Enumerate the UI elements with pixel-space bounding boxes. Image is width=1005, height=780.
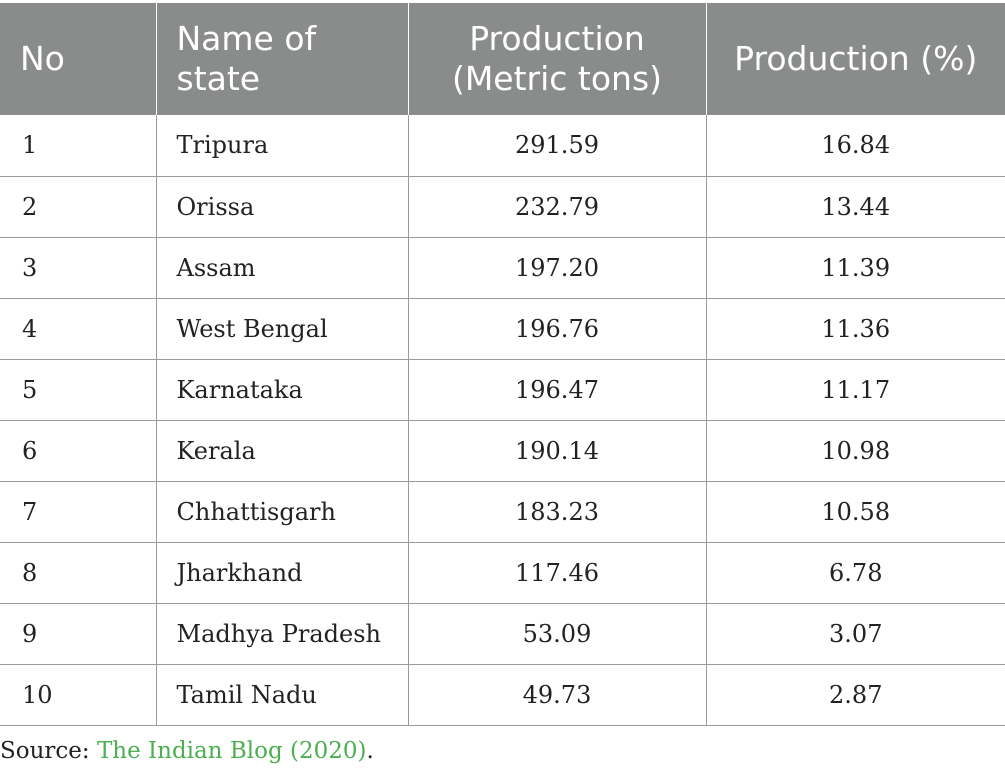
source-suffix: . xyxy=(366,738,374,764)
table-row: 2 Orissa 232.79 13.44 xyxy=(0,176,1005,238)
row-state: Tripura xyxy=(156,115,409,177)
column-header-production-mt: Production (Metric tons) xyxy=(408,3,707,115)
row-production-pct: 10.58 xyxy=(706,481,1005,543)
table-row: 6 Kerala 190.14 10.98 xyxy=(0,420,1005,482)
table-row: 10 Tamil Nadu 49.73 2.87 xyxy=(0,664,1005,726)
row-production-mt: 183.23 xyxy=(408,481,707,543)
row-no: 6 xyxy=(0,420,157,482)
table-header-row: No Name of state Production (Metric tons… xyxy=(0,3,1005,115)
row-production-pct: 2.87 xyxy=(706,664,1005,726)
row-production-pct: 16.84 xyxy=(706,115,1005,177)
row-state: Jharkhand xyxy=(156,542,409,604)
row-state: West Bengal xyxy=(156,298,409,360)
row-state: Karnataka xyxy=(156,359,409,421)
row-production-mt: 49.73 xyxy=(408,664,707,726)
source-note: Source: The Indian Blog (2020). xyxy=(0,738,374,764)
table-row: 7 Chhattisgarh 183.23 10.58 xyxy=(0,481,1005,543)
row-no: 5 xyxy=(0,359,157,421)
table-row: 4 West Bengal 196.76 11.36 xyxy=(0,298,1005,360)
row-no: 8 xyxy=(0,542,157,604)
row-state: Tamil Nadu xyxy=(156,664,409,726)
table-row: 5 Karnataka 196.47 11.17 xyxy=(0,359,1005,421)
row-state: Chhattisgarh xyxy=(156,481,409,543)
row-no: 4 xyxy=(0,298,157,360)
source-link[interactable]: The Indian Blog (2020) xyxy=(96,738,367,764)
row-production-mt: 197.20 xyxy=(408,237,707,299)
row-production-pct: 6.78 xyxy=(706,542,1005,604)
state-production-table: No Name of state Production (Metric tons… xyxy=(0,3,1005,726)
row-production-pct: 13.44 xyxy=(706,176,1005,238)
row-no: 7 xyxy=(0,481,157,543)
row-production-mt: 291.59 xyxy=(408,115,707,177)
row-production-mt: 196.47 xyxy=(408,359,707,421)
row-state: Orissa xyxy=(156,176,409,238)
row-production-mt: 53.09 xyxy=(408,603,707,665)
row-production-mt: 190.14 xyxy=(408,420,707,482)
column-header-production-pct: Production (%) xyxy=(706,3,1005,115)
row-production-mt: 196.76 xyxy=(408,298,707,360)
table-row: 9 Madhya Pradesh 53.09 3.07 xyxy=(0,603,1005,665)
row-state: Madhya Pradesh xyxy=(156,603,409,665)
data-table-container: No Name of state Production (Metric tons… xyxy=(0,3,1005,726)
row-state: Assam xyxy=(156,237,409,299)
table-row: 8 Jharkhand 117.46 6.78 xyxy=(0,542,1005,604)
row-no: 9 xyxy=(0,603,157,665)
row-production-pct: 11.17 xyxy=(706,359,1005,421)
row-production-pct: 11.39 xyxy=(706,237,1005,299)
row-production-pct: 10.98 xyxy=(706,420,1005,482)
row-production-mt: 232.79 xyxy=(408,176,707,238)
column-header-state: Name of state xyxy=(156,3,409,115)
column-header-no: No xyxy=(0,3,157,115)
row-no: 1 xyxy=(0,115,157,177)
row-no: 3 xyxy=(0,237,157,299)
row-no: 10 xyxy=(0,664,157,726)
row-production-pct: 11.36 xyxy=(706,298,1005,360)
row-production-pct: 3.07 xyxy=(706,603,1005,665)
row-production-mt: 117.46 xyxy=(408,542,707,604)
table-row: 3 Assam 197.20 11.39 xyxy=(0,237,1005,299)
row-state: Kerala xyxy=(156,420,409,482)
row-no: 2 xyxy=(0,176,157,238)
source-prefix: Source: xyxy=(0,738,97,764)
table-row: 1 Tripura 291.59 16.84 xyxy=(0,115,1005,177)
